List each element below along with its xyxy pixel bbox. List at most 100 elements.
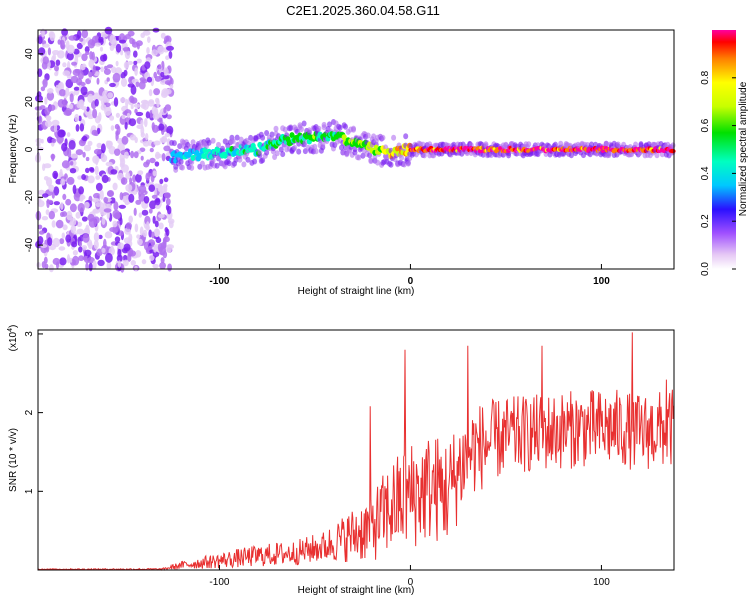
noise-speckle: [75, 211, 81, 219]
snr-y-axis: 1 2 3: [24, 331, 43, 494]
snr-y-scale: (x104): [7, 325, 19, 352]
noise-speckle: [119, 217, 123, 226]
noise-speckle: [111, 66, 117, 74]
noise-speckle: [125, 184, 133, 192]
noise-speckle: [41, 216, 49, 221]
noise-speckle: [107, 92, 114, 99]
noise-speckle: [113, 97, 119, 107]
noise-speckle: [69, 93, 74, 103]
noise-speckle: [110, 169, 118, 175]
ridge-halo: [274, 150, 280, 157]
noise-speckle: [98, 95, 103, 101]
noise-speckle: [68, 103, 74, 110]
noise-speckle: [49, 31, 56, 42]
noise-speckle: [54, 71, 59, 77]
noise-speckle: [147, 100, 155, 107]
ridge-halo: [296, 148, 302, 155]
noise-speckle: [93, 232, 100, 242]
noise-speckle: [124, 200, 129, 206]
noise-speckle: [77, 202, 85, 213]
noise-speckle: [153, 88, 161, 96]
noise-speckle: [117, 260, 122, 268]
noise-speckle: [146, 247, 150, 252]
noise-speckle: [51, 119, 60, 126]
noise-speckle: [155, 197, 161, 206]
noise-speckle: [72, 255, 80, 266]
noise-speckle: [140, 132, 145, 138]
noise-speckle: [121, 135, 129, 145]
noise-speckle: [130, 260, 136, 266]
noise-speckle: [80, 64, 86, 71]
noise-speckle: [44, 120, 53, 128]
noise-speckle: [122, 47, 131, 52]
noise-speckle: [79, 37, 84, 42]
noise-speckle: [75, 124, 80, 132]
noise-speckle: [87, 213, 95, 222]
noise-speckle: [162, 250, 168, 259]
noise-speckle: [39, 230, 45, 235]
noise-speckle: [37, 115, 43, 124]
spectrogram-x-label: Height of straight line (km): [298, 286, 415, 297]
ridge-halo: [264, 130, 270, 136]
noise-speckle: [82, 233, 90, 243]
noise-speckle: [164, 80, 172, 86]
noise-speckle: [153, 140, 161, 146]
noise-speckle: [134, 223, 139, 233]
ridge-halo: [234, 134, 240, 141]
noise-speckle: [82, 151, 86, 158]
noise-speckle: [105, 252, 113, 263]
noise-speckle: [118, 39, 127, 44]
noise-speckle: [55, 59, 61, 66]
noise-speckle: [157, 64, 162, 70]
noise-speckle: [161, 153, 166, 162]
ridge-halo: [302, 139, 308, 146]
noise-speckle: [148, 184, 156, 192]
noise-speckle: [160, 71, 165, 78]
noise-speckle: [140, 155, 144, 161]
noise-speckle: [104, 26, 113, 35]
ridge-halo: [337, 124, 343, 131]
noise-speckle: [106, 64, 114, 69]
ridge-halo: [230, 138, 236, 145]
figure-title: C2E1.2025.360.04.58.G11: [286, 3, 440, 18]
noise-speckle: [128, 233, 133, 242]
noise-speckle: [124, 49, 131, 60]
ridge-halo: [269, 131, 275, 138]
noise-speckle: [166, 114, 172, 120]
ridge-halo: [257, 148, 263, 155]
noise-speckle: [147, 36, 151, 43]
noise-speckle: [135, 250, 142, 258]
ridge-halo: [178, 158, 184, 165]
noise-speckle: [163, 106, 167, 114]
noise-speckle: [136, 124, 144, 129]
noise-speckle: [62, 62, 67, 68]
noise-speckle: [166, 138, 171, 148]
noise-speckle: [47, 88, 54, 94]
noise-speckle: [128, 250, 136, 257]
noise-speckle: [133, 50, 138, 58]
ridge-halo: [320, 141, 326, 148]
ridge-halo: [327, 121, 332, 128]
noise-speckle: [113, 201, 119, 211]
noise-speckle: [109, 82, 116, 88]
noise-speckle: [151, 122, 155, 131]
noise-speckle: [157, 185, 163, 192]
noise-speckle: [129, 177, 133, 185]
noise-speckle: [152, 113, 160, 120]
noise-speckle: [159, 262, 167, 270]
ridge-halo: [210, 137, 216, 144]
noise-speckle: [87, 93, 94, 103]
noise-speckle: [143, 196, 150, 204]
noise-speckle: [135, 173, 142, 183]
ridge-halo: [278, 146, 284, 153]
spectrogram-panel: -100 0 100 -40 -20 0 20 40 Height of straight …: [8, 26, 676, 297]
noise-speckle: [53, 201, 60, 206]
noise-speckle: [79, 196, 84, 202]
noise-speckle: [92, 65, 96, 75]
noise-speckle: [41, 40, 47, 45]
noise-speckle: [89, 167, 95, 173]
noise-speckle: [98, 112, 102, 122]
noise-speckle: [145, 159, 151, 165]
ridge-halo: [367, 152, 373, 159]
noise-speckle: [126, 112, 131, 119]
